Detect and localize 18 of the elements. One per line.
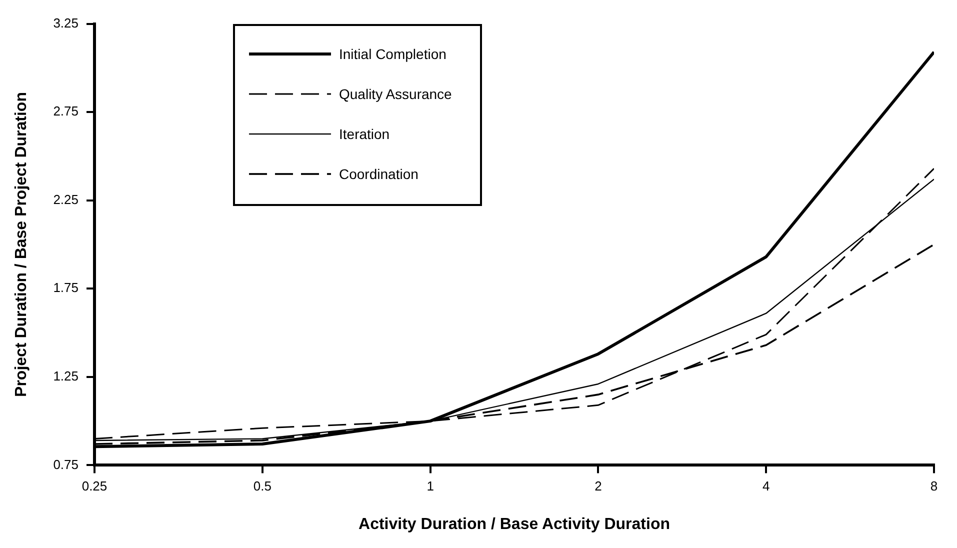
x-tick-label: 1 [426,478,434,494]
x-tick-label: 4 [762,478,770,494]
legend-label: Quality Assurance [339,86,452,102]
x-tick-label: 2 [594,478,602,494]
y-tick-label: 3.25 [53,15,78,30]
y-tick-label: 2.25 [53,192,78,207]
x-axis-title: Activity Duration / Base Activity Duration [358,516,670,533]
y-axis-title: Project Duration / Base Project Duration [13,92,30,397]
y-tick-label: 2.75 [53,104,78,119]
legend-label: Coordination [339,166,418,182]
x-tick-label: 0.5 [253,478,272,494]
y-tick-label: 0.75 [53,456,78,472]
legend-label: Initial Completion [339,46,446,62]
x-tick-label: 0.25 [82,478,108,494]
legend-label: Iteration [339,126,390,142]
y-tick-label: 1.25 [53,368,78,384]
x-tick-label: 8 [930,478,938,494]
y-tick-label: 1.75 [53,280,78,296]
